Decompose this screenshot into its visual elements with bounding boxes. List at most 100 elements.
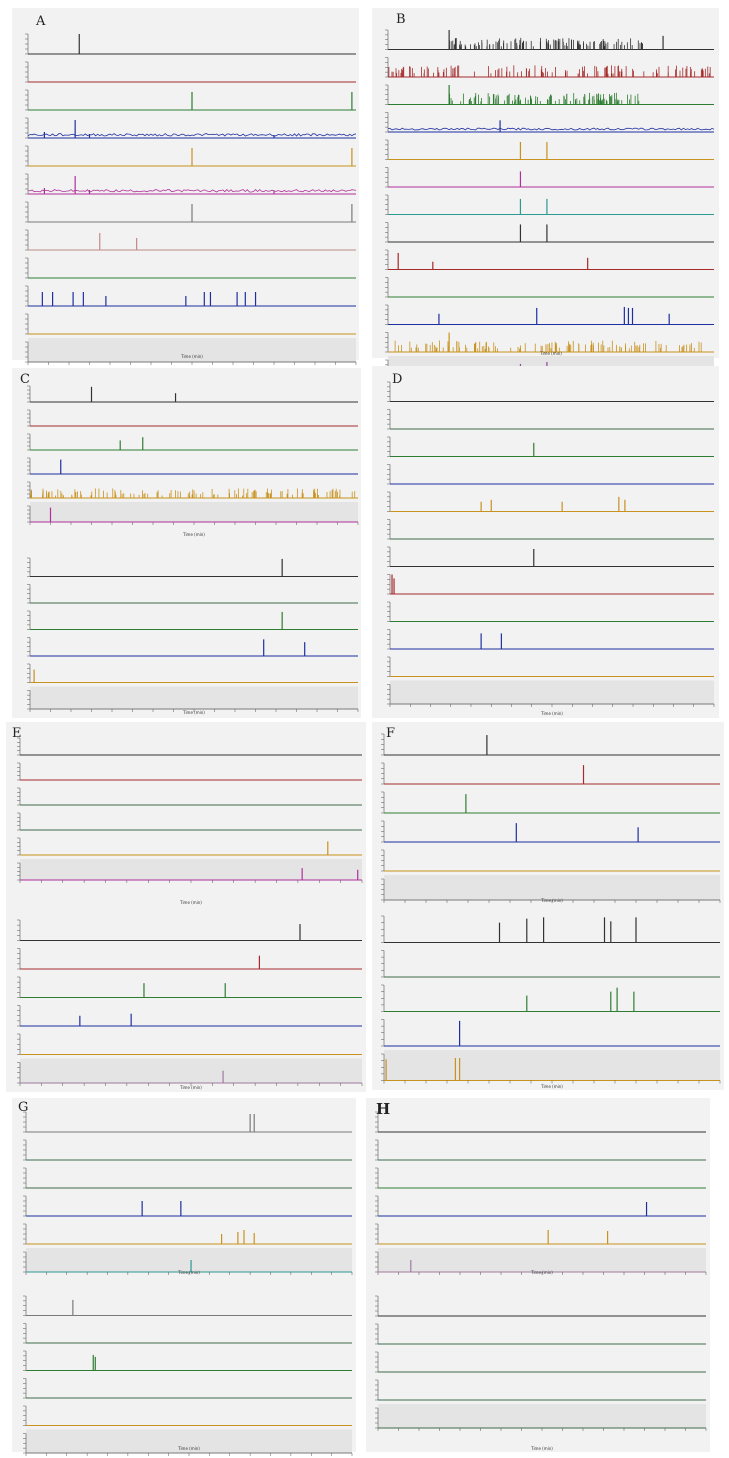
trace-0 (23, 1295, 352, 1316)
trace-3 (385, 112, 715, 133)
x-axis (19, 1083, 363, 1086)
trace-11 (385, 332, 714, 353)
panel-a-chromatograms: Time (min) (25, 33, 357, 365)
x-axis-label: Time (min) (179, 1085, 202, 1090)
trace-8 (387, 601, 714, 622)
x-axis-label: Time (min) (177, 1270, 200, 1275)
trace-2 (385, 84, 714, 105)
trace-1 (381, 950, 720, 978)
panel-label-f: F (386, 726, 396, 741)
trace-1 (385, 57, 714, 78)
trace-3 (27, 637, 358, 657)
trace-3 (17, 812, 362, 831)
trace-9 (387, 629, 714, 650)
last-trace-band (26, 1429, 352, 1453)
panel-h: H Time (min) Time (min) (366, 1098, 710, 1452)
panel-f-chromatograms: Time (min) Time (min) (381, 733, 721, 1089)
trace-6 (385, 194, 714, 215)
trace-4 (17, 1033, 362, 1055)
x-axis (377, 1272, 707, 1275)
trace-5 (387, 519, 714, 540)
panel-h-chromatograms: Time (min) Time (min) (375, 1111, 707, 1451)
trace-9 (25, 285, 356, 307)
trace-1 (23, 1139, 352, 1161)
x-axis-label: Time (min) (182, 710, 205, 715)
trace-0 (23, 1111, 352, 1133)
last-trace-band (28, 338, 356, 362)
trace-2 (23, 1167, 352, 1189)
panel-c: C Time (min) Time (min) (12, 368, 361, 718)
trace-1 (375, 1139, 706, 1161)
trace-0 (375, 1295, 706, 1317)
trace-10 (387, 656, 714, 677)
trace-2 (381, 984, 720, 1012)
trace-8 (25, 257, 356, 279)
trace-6 (25, 201, 356, 223)
trace-2 (375, 1167, 706, 1189)
panel-label-g: G (18, 1100, 29, 1115)
panel-label-h: H (376, 1100, 391, 1118)
trace-1 (27, 409, 358, 427)
trace-4 (23, 1405, 352, 1426)
last-trace-band (378, 1404, 706, 1428)
panel-b-chromatograms: Time (min) (385, 29, 715, 383)
trace-7 (387, 574, 714, 595)
trace-10 (385, 304, 714, 325)
trace-1 (17, 948, 362, 970)
trace-5 (385, 167, 714, 188)
trace-9 (385, 277, 714, 298)
trace-4 (375, 1223, 706, 1245)
panel-label-a: A (36, 14, 46, 29)
noise-trace (27, 189, 357, 193)
trace-6 (387, 546, 714, 567)
trace-0 (27, 385, 358, 403)
trace-2 (23, 1350, 352, 1371)
panel-f: F Time (min) Time (min) (372, 722, 724, 1090)
panel-d: D Time (min) (372, 366, 719, 718)
trace-4 (17, 837, 362, 856)
x-axis (25, 1453, 353, 1456)
trace-4 (25, 145, 356, 167)
trace-2 (17, 787, 362, 806)
trace-3 (387, 464, 714, 485)
trace-4 (381, 849, 720, 872)
panel-c-chromatograms: Time (min) Time (min) (27, 385, 359, 715)
x-axis-label: Time (min) (540, 1084, 563, 1089)
trace-1 (25, 61, 356, 83)
x-axis (19, 880, 363, 883)
trace-8 (385, 249, 714, 270)
trace-1 (27, 584, 358, 604)
trace-2 (381, 791, 720, 814)
x-axis (377, 1428, 707, 1431)
panel-e-chromatograms: Time (min) Time (min) (17, 737, 363, 1090)
x-axis-label: Time (min) (180, 354, 203, 359)
trace-0 (25, 33, 356, 55)
trace-2 (25, 89, 356, 111)
x-axis-label: Time (min) (182, 532, 205, 537)
trace-0 (17, 919, 362, 941)
trace-3 (381, 820, 720, 843)
trace-3 (27, 457, 358, 475)
trace-0 (387, 381, 714, 402)
trace-3 (375, 1379, 706, 1401)
x-axis (25, 1272, 353, 1275)
x-axis-label: Time (min) (530, 1270, 553, 1275)
x-axis (383, 1080, 721, 1084)
panel-label-d: D (392, 372, 403, 387)
panel-d-chromatograms: Time (min) (387, 381, 715, 716)
trace-1 (17, 762, 362, 781)
x-axis-label: Time (min) (539, 351, 562, 356)
trace-0 (381, 733, 720, 756)
trace-4 (385, 139, 714, 160)
x-axis-label: Time (min) (530, 1446, 553, 1451)
panel-e: E Time (min) Time (min) (6, 722, 366, 1092)
trace-4 (387, 491, 714, 512)
panel-a: A Time (min) (12, 8, 359, 365)
trace-4 (23, 1223, 352, 1245)
trace-7 (385, 222, 714, 243)
noise-trace (27, 133, 357, 137)
x-axis (29, 522, 359, 525)
x-axis (29, 709, 359, 712)
x-axis-label: Time (min) (540, 898, 563, 903)
last-trace-band (20, 859, 362, 880)
